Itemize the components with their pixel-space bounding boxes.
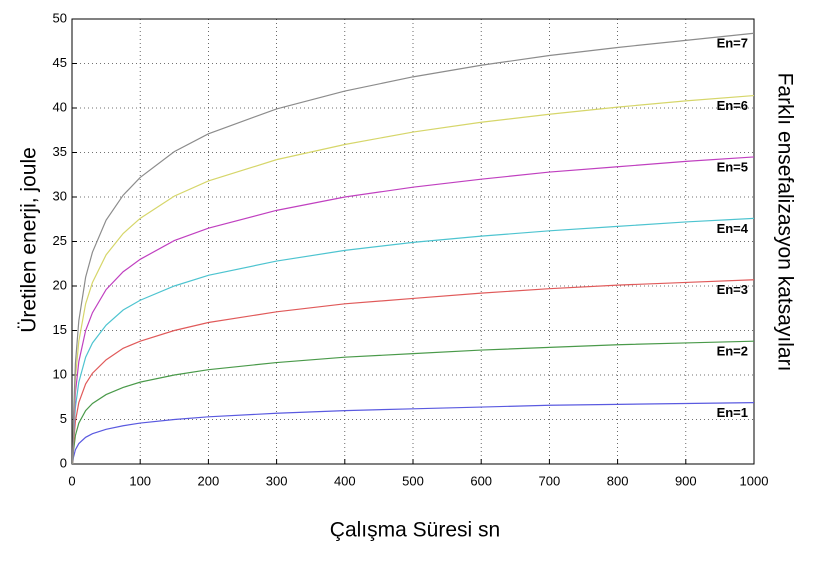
data-line <box>72 340 755 465</box>
y-tick-label: 5 <box>60 411 67 426</box>
data-line <box>72 279 755 465</box>
series-label: En=4 <box>717 221 749 236</box>
y-tick-label: 15 <box>53 322 67 337</box>
series-label: En=1 <box>717 405 748 420</box>
x-tick-label: 500 <box>402 473 424 488</box>
x-tick-label: 1000 <box>740 473 769 488</box>
series-label: En=5 <box>717 159 748 174</box>
y-tick-label: 45 <box>53 55 67 70</box>
x-axis-title: Çalışma Süresi sn <box>330 519 500 542</box>
y-tick-label: 30 <box>53 188 67 203</box>
x-tick-label: 400 <box>334 473 356 488</box>
y-tick-label: 50 <box>53 10 67 25</box>
series-label: En=7 <box>717 36 748 51</box>
data-line <box>72 156 755 465</box>
data-line <box>72 94 755 465</box>
x-tick-label: 600 <box>470 473 492 488</box>
x-tick-label: 900 <box>675 473 697 488</box>
x-tick-label: 100 <box>129 473 151 488</box>
right-axis-title: Farklı ensefalizasyon katsayıları <box>773 73 796 372</box>
x-tick-label: 200 <box>198 473 220 488</box>
x-tick-label: 0 <box>68 473 75 488</box>
y-tick-label: 10 <box>53 366 67 381</box>
series-label: En=3 <box>717 282 748 297</box>
x-tick-label: 800 <box>607 473 629 488</box>
x-tick-label: 300 <box>266 473 288 488</box>
data-line <box>72 401 755 465</box>
y-tick-label: 0 <box>60 455 67 470</box>
y-tick-label: 40 <box>53 99 67 114</box>
y-tick-label: 35 <box>53 144 67 159</box>
y-axis-title: Üretilen enerji, joule <box>18 147 41 333</box>
data-line <box>72 32 755 465</box>
y-tick-label: 20 <box>53 277 67 292</box>
x-tick-label: 700 <box>539 473 561 488</box>
data-line <box>72 217 755 465</box>
series-label: En=2 <box>717 344 748 359</box>
y-tick-label: 25 <box>53 233 67 248</box>
series-label: En=6 <box>717 98 748 113</box>
plot-frame <box>71 18 755 465</box>
